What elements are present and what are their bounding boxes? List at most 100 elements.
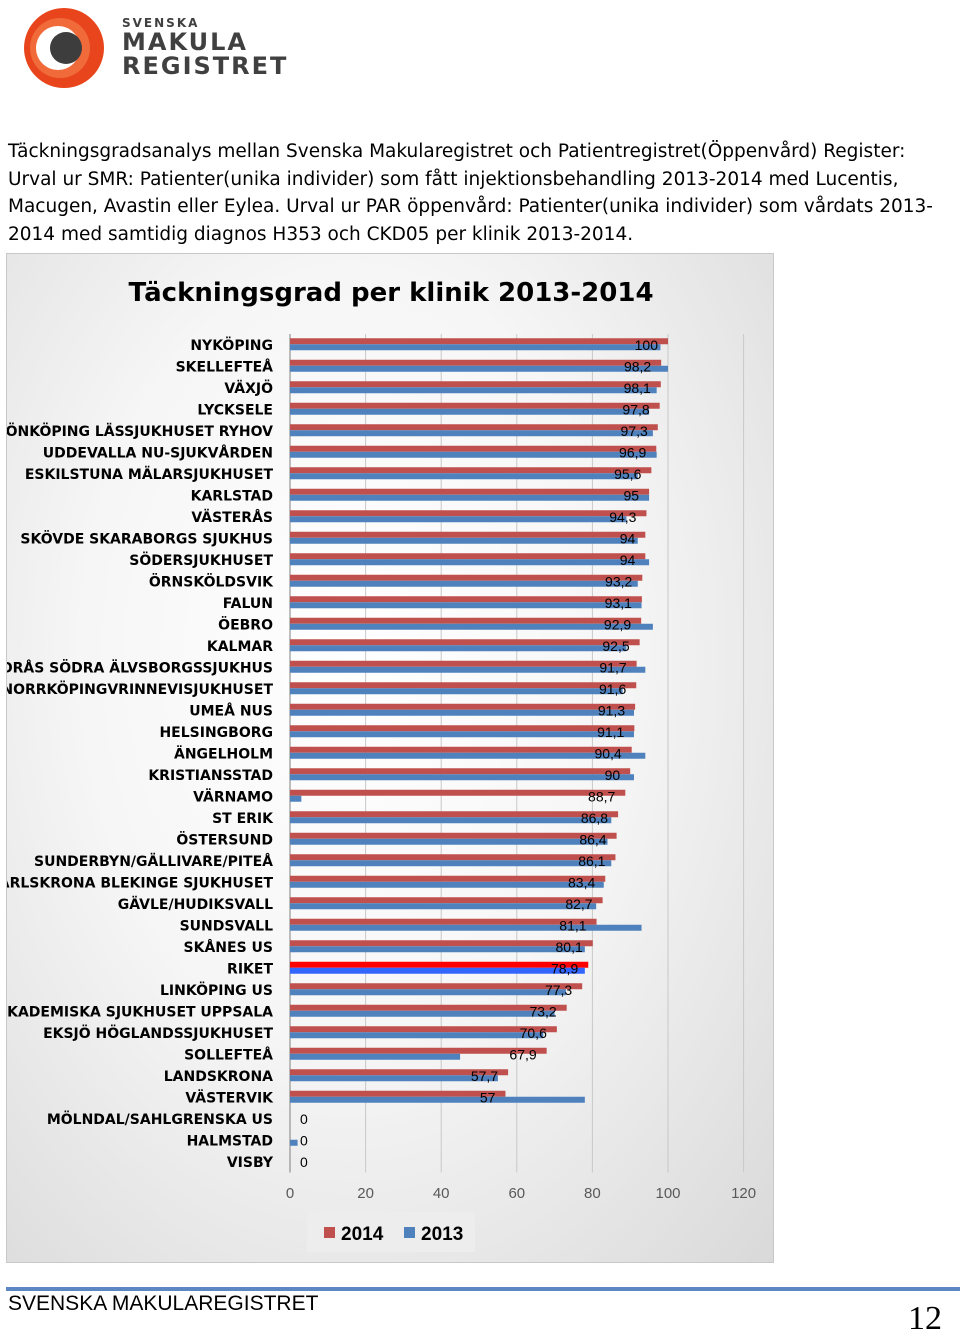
- data-label-2014: 57: [480, 1089, 496, 1105]
- bar-2014: [290, 424, 658, 431]
- data-label-2014: 90: [605, 767, 621, 783]
- data-label-2014: 98,2: [624, 358, 651, 374]
- x-tick-label: 80: [584, 1185, 601, 1202]
- data-label-2014: 57,7: [471, 1068, 498, 1084]
- bar-2014: [290, 359, 662, 366]
- bar-2013: [290, 709, 634, 716]
- bar-2014: [290, 854, 616, 861]
- category-label: SUNDSVALL: [180, 918, 274, 934]
- bar-2013: [290, 666, 646, 673]
- bar-2014: [290, 381, 661, 388]
- bar-2013: [290, 817, 612, 824]
- data-label-2014: 86,1: [578, 853, 605, 869]
- bar-2014: [290, 402, 660, 409]
- intro-paragraph: Täckningsgradsanalys mellan Svenska Maku…: [8, 138, 943, 248]
- x-tick-label: 120: [731, 1185, 756, 1202]
- bar-2013: [290, 365, 668, 372]
- category-label: ESKILSTUNA MÄLARSJUKHUSET: [25, 466, 274, 483]
- category-label: UDDEVALLA NU-SJUKVÅRDEN: [43, 444, 273, 461]
- bar-2014: [290, 639, 640, 646]
- bar-2013: [290, 1075, 498, 1082]
- category-label: LANDSKRONA: [164, 1069, 273, 1085]
- bar-2013: [290, 838, 608, 845]
- category-label: JÖNKÖPING LÄSSJUKHUSET RYHOV: [7, 422, 273, 440]
- category-label: SOLLEFTEÅ: [184, 1046, 273, 1063]
- bar-2013: [290, 387, 657, 394]
- bar-2014: [290, 488, 650, 495]
- bar-2013: [290, 623, 653, 630]
- data-label-2014: 92,5: [602, 638, 629, 654]
- data-label-2014: 78,9: [551, 960, 578, 976]
- bar-2013: [290, 903, 597, 910]
- data-label-2014: 80,1: [556, 939, 583, 955]
- bar-2014: [290, 553, 646, 560]
- data-label-2014: 73,2: [529, 1003, 556, 1019]
- bar-2014: [290, 510, 647, 517]
- bar-2014: [290, 338, 668, 345]
- category-label: VÄRNAMO: [193, 788, 273, 805]
- data-label-2014: 91,6: [599, 681, 626, 697]
- bar-2013: [290, 924, 642, 931]
- intro-line: Täckningsgradsanalys mellan Svenska Maku…: [8, 141, 906, 162]
- category-label: BORÅS SÖDRA ÄLVSBORGSSJUKHUS: [7, 658, 273, 676]
- bar-2014: [290, 596, 642, 603]
- bar-2013: [290, 795, 302, 802]
- category-label: SUNDERBYN/GÄLLIVARE/PITEÅ: [34, 853, 273, 870]
- makula-logo-icon: [24, 8, 104, 88]
- bar-2013: [290, 645, 627, 652]
- bar-2014: [290, 725, 635, 732]
- logo-line-1: SVENSKA: [122, 16, 200, 30]
- bar-2013: [290, 989, 566, 996]
- data-label-2014: 93,1: [605, 595, 632, 611]
- data-label-2014: 94,3: [609, 509, 636, 525]
- category-label: VÄSTERVIK: [185, 1089, 274, 1106]
- bar-2014: [290, 940, 593, 947]
- category-label: SKELLEFTEÅ: [176, 358, 274, 375]
- x-tick-label: 100: [655, 1185, 680, 1202]
- bar-2013: [290, 946, 585, 953]
- bar-2014: [290, 574, 643, 581]
- bar-2014: [290, 467, 652, 474]
- legend-label-2014: 2014: [341, 1224, 384, 1245]
- bar-2013: [290, 774, 634, 781]
- data-label-2014: 97,3: [621, 423, 648, 439]
- bar-2014: [290, 1090, 506, 1097]
- bar-2014: [290, 875, 606, 882]
- x-tick-label: 60: [508, 1185, 525, 1202]
- logo-wordmark: SVENSKA MAKULA REGISTRET: [122, 16, 288, 78]
- category-label: LYCKSELE: [197, 402, 273, 418]
- category-label: ÖRNSKÖLDSVIK: [149, 572, 274, 590]
- data-label-2014: 93,2: [605, 573, 632, 589]
- category-label: SKÅNES US: [184, 939, 273, 956]
- bar-2014: [290, 617, 642, 624]
- data-label-2014: 98,1: [624, 380, 651, 396]
- data-label-2014: 82,7: [565, 896, 592, 912]
- bar-2013: [290, 1032, 544, 1039]
- bar-2014: [290, 746, 632, 753]
- coverage-bar-chart: Täckningsgrad per klinik 2013-2014 NYKÖPI…: [7, 278, 756, 1252]
- legend-swatch-2013: [404, 1227, 415, 1238]
- bar-2013: [290, 408, 650, 415]
- bar-2014: [290, 1069, 509, 1076]
- x-tick-label: 20: [357, 1185, 374, 1202]
- bar-2013: [290, 473, 638, 480]
- data-label-2014: 67,9: [509, 1046, 536, 1062]
- category-label: ÖSTERSUND: [176, 830, 273, 848]
- bar-2013: [290, 752, 646, 759]
- bar-2014: [290, 703, 636, 710]
- category-label: AKADEMISKA SJUKHUSET UPPSALA: [7, 1004, 273, 1020]
- data-label-2014: 100: [635, 337, 659, 353]
- bar-2014: [290, 789, 626, 796]
- category-label: KARLSTAD: [191, 488, 273, 504]
- bar-2013: [290, 559, 650, 566]
- bar-2014: [290, 445, 657, 452]
- data-label-2014: 94: [620, 552, 636, 568]
- bar-2013: [290, 1053, 461, 1060]
- category-label: MÖLNDAL/SAHLGRENSKA US: [47, 1110, 273, 1128]
- category-label: ÄNGELHOLM: [174, 745, 273, 762]
- category-label: RIKET: [227, 961, 273, 977]
- logo-line-3: REGISTRET: [122, 52, 289, 80]
- bar-2013: [290, 451, 657, 458]
- category-label: NYKÖPING: [190, 336, 273, 354]
- bar-2014: [290, 832, 617, 839]
